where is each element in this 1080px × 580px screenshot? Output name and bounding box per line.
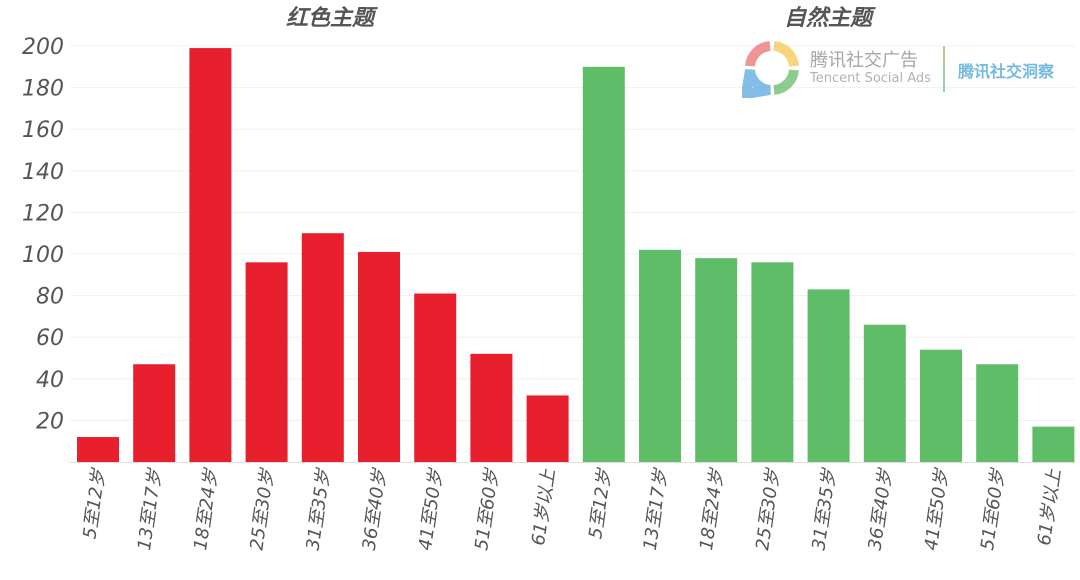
bar-red-8	[526, 395, 569, 462]
logo-divider	[943, 46, 945, 92]
brand-cn: 腾讯社交广告	[810, 50, 918, 71]
x-tick-label: 31至35岁	[303, 466, 335, 552]
y-tick-label: 40	[36, 368, 64, 393]
bar-red-4	[301, 233, 344, 462]
x-tick-label: 61岁以上	[1034, 467, 1066, 547]
group-title-natural: 自然主题	[783, 6, 873, 31]
x-tick-label: 5至12岁	[585, 466, 616, 541]
y-tick-label: 180	[22, 77, 64, 102]
y-tick-label: 60	[36, 326, 64, 351]
x-tick-label: 18至24岁	[190, 466, 222, 552]
bar-red-6	[414, 293, 457, 462]
bar-natural-2	[695, 258, 738, 462]
bar-red-5	[358, 251, 400, 462]
bar-red-1	[133, 364, 176, 462]
x-tick-label: 25至30岁	[246, 466, 278, 552]
x-tick-label: 31至35岁	[808, 466, 840, 552]
x-tick-label: 25至30岁	[752, 466, 784, 552]
bar-red-3	[245, 262, 288, 462]
bar-natural-6	[920, 349, 962, 462]
watermark-logo: 腾讯社交广告 Tencent Social Ads 腾讯社交洞察	[742, 38, 1072, 100]
x-tick-label: 13至17岁	[640, 466, 672, 552]
bar-natural-8	[1032, 426, 1075, 462]
x-tick-label: 61岁以上	[528, 467, 560, 547]
x-tick-label: 36至40岁	[865, 466, 897, 552]
y-tick-label: 20	[36, 409, 64, 434]
x-tick-label: 5至12岁	[79, 466, 110, 541]
bar-red-7	[470, 353, 513, 462]
bar-natural-3	[751, 262, 794, 462]
bar-red-2	[189, 48, 232, 463]
x-tick-label: 18至24岁	[696, 466, 728, 552]
y-tick-label: 80	[36, 285, 64, 310]
bar-natural-0	[582, 66, 625, 463]
bar-natural-4	[807, 289, 850, 462]
y-tick-label: 100	[22, 243, 64, 268]
bar-natural-5	[863, 324, 906, 462]
x-tick-label: 41至50岁	[921, 466, 953, 552]
brand-subtitle: 腾讯社交洞察	[958, 62, 1055, 81]
group-title-red: 红色主题	[285, 6, 375, 31]
y-tick-label: 200	[22, 35, 64, 60]
x-tick-label: 36至40岁	[359, 466, 391, 552]
y-tick-label: 160	[22, 118, 64, 143]
x-tick-label: 13至17岁	[134, 466, 166, 552]
bar-natural-1	[639, 249, 681, 462]
bar-natural-7	[976, 364, 1019, 462]
y-tick-label: 120	[22, 201, 64, 226]
y-tick-label: 140	[22, 160, 64, 185]
bar-red-0	[77, 437, 119, 462]
x-tick-label: 51至60岁	[977, 466, 1009, 552]
brand-en: Tencent Social Ads	[810, 71, 931, 86]
x-tick-label: 51至60岁	[471, 466, 503, 552]
tencent-social-ads-logo-icon	[742, 41, 799, 98]
x-tick-label: 41至50岁	[415, 466, 447, 552]
